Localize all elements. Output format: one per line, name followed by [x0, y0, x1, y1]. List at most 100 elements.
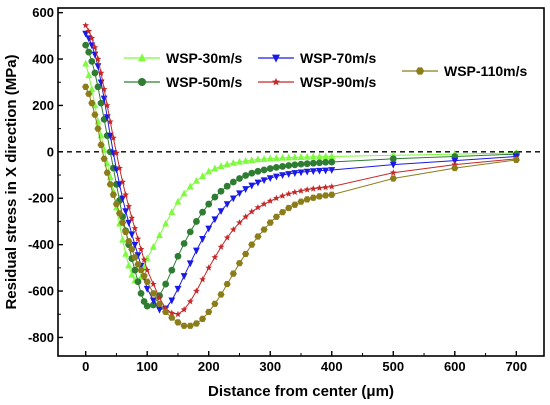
data-point [285, 171, 293, 178]
data-point [205, 308, 213, 316]
data-point [174, 197, 182, 205]
data-point [260, 226, 268, 233]
data-point [134, 278, 142, 286]
data-point [140, 256, 148, 263]
data-point [297, 187, 305, 194]
data-point [143, 278, 151, 285]
data-point [156, 306, 163, 314]
data-point [279, 172, 286, 180]
data-point [88, 34, 96, 42]
x-tick-label: 400 [321, 359, 343, 374]
data-point [248, 241, 256, 248]
data-point [162, 219, 170, 227]
data-point [303, 160, 311, 168]
data-point [186, 297, 194, 305]
data-point [116, 164, 123, 171]
x-tick-label: 700 [505, 359, 527, 374]
data-point [291, 161, 299, 169]
series-line [85, 86, 517, 327]
y-tick-label: -600 [28, 284, 54, 299]
legend-label: WSP-70m/s [300, 50, 376, 66]
data-point [266, 154, 274, 162]
data-point [328, 152, 336, 160]
data-point [155, 300, 164, 307]
data-point [217, 162, 225, 170]
data-point [131, 254, 139, 261]
data-point [272, 213, 280, 220]
data-point [309, 159, 317, 167]
data-point [109, 191, 117, 198]
data-point [85, 48, 93, 56]
data-point [149, 280, 157, 287]
data-point [291, 188, 299, 196]
y-tick-label: 200 [32, 98, 54, 113]
data-point [174, 285, 182, 293]
data-point [223, 280, 231, 288]
data-point [125, 219, 133, 227]
legend-label: WSP-50m/s [166, 74, 242, 90]
data-point [309, 152, 317, 160]
data-point [125, 261, 133, 269]
data-point [205, 264, 213, 271]
data-point [211, 164, 219, 172]
data-point [97, 99, 105, 107]
data-point [322, 183, 329, 191]
data-point [291, 153, 299, 161]
data-point [113, 149, 120, 156]
data-point [236, 157, 243, 165]
data-point [91, 111, 99, 118]
data-point [88, 85, 96, 92]
data-point [279, 192, 286, 199]
data-point [119, 219, 127, 226]
data-point [168, 208, 176, 215]
data-point [174, 310, 182, 318]
data-point [266, 219, 274, 226]
data-point [140, 272, 148, 280]
data-point [131, 266, 139, 274]
data-point [254, 203, 262, 211]
data-point [205, 225, 213, 233]
data-point [285, 204, 293, 212]
data-point [174, 252, 182, 260]
data-point [128, 246, 136, 253]
data-point [137, 245, 145, 253]
data-point [109, 134, 117, 141]
x-axis-title: Distance from center (μm) [208, 383, 394, 400]
data-point [134, 235, 142, 242]
data-point [272, 154, 280, 161]
data-point [180, 189, 188, 197]
data-point [389, 161, 397, 169]
data-point [309, 194, 317, 201]
data-point [88, 100, 96, 107]
data-point [97, 69, 105, 76]
data-point [199, 236, 206, 243]
legend-item: WSP-110m/s [402, 63, 527, 79]
data-point [266, 165, 274, 172]
legend-item: WSP-70m/s [258, 50, 376, 66]
data-point [128, 231, 136, 239]
y-axis-ticks: 600 400 200 0 -200 -400 -600 -800 [28, 5, 63, 345]
data-point [217, 243, 225, 250]
data-point [272, 77, 280, 86]
data-point [309, 185, 317, 192]
legend-item: WSP-90m/s [258, 74, 376, 90]
data-point [112, 200, 121, 208]
data-point [512, 156, 520, 164]
data-point [303, 196, 311, 203]
data-point [266, 197, 274, 204]
x-axis-ticks: 0 100 200 300 400 500 600 700 [82, 351, 527, 374]
data-point [217, 187, 225, 195]
data-point [85, 90, 93, 97]
data-point [131, 224, 139, 232]
data-point [180, 240, 188, 247]
data-point [272, 54, 280, 63]
data-point [229, 178, 237, 186]
data-point [223, 182, 231, 190]
data-point [193, 218, 200, 225]
data-point [316, 167, 323, 175]
data-point [186, 322, 194, 329]
data-point [223, 201, 231, 209]
y-tick-label: 0 [47, 144, 54, 159]
data-point [260, 177, 268, 185]
data-point [322, 167, 330, 175]
